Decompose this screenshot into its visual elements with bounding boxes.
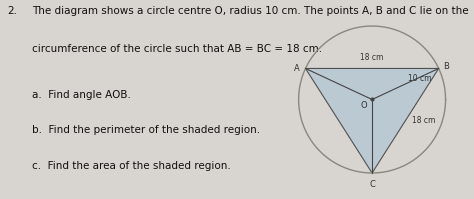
Text: The diagram shows a circle centre O, radius 10 cm. The points A, B and C lie on : The diagram shows a circle centre O, rad… bbox=[32, 6, 469, 16]
Text: A: A bbox=[294, 64, 300, 73]
Text: 18 cm: 18 cm bbox=[412, 116, 436, 125]
Text: b.  Find the perimeter of the shaded region.: b. Find the perimeter of the shaded regi… bbox=[32, 125, 261, 135]
Text: B: B bbox=[443, 62, 449, 71]
Text: C: C bbox=[369, 180, 375, 189]
Text: c.  Find the area of the shaded region.: c. Find the area of the shaded region. bbox=[32, 161, 231, 171]
Text: 10 cm: 10 cm bbox=[408, 74, 432, 83]
Text: circumference of the circle such that AB = BC = 18 cm.: circumference of the circle such that AB… bbox=[32, 44, 323, 54]
Text: a.  Find angle AOB.: a. Find angle AOB. bbox=[32, 90, 131, 100]
Text: 2.: 2. bbox=[8, 6, 18, 16]
Text: O: O bbox=[360, 101, 367, 110]
Text: 18 cm: 18 cm bbox=[360, 53, 384, 62]
Polygon shape bbox=[306, 68, 438, 173]
